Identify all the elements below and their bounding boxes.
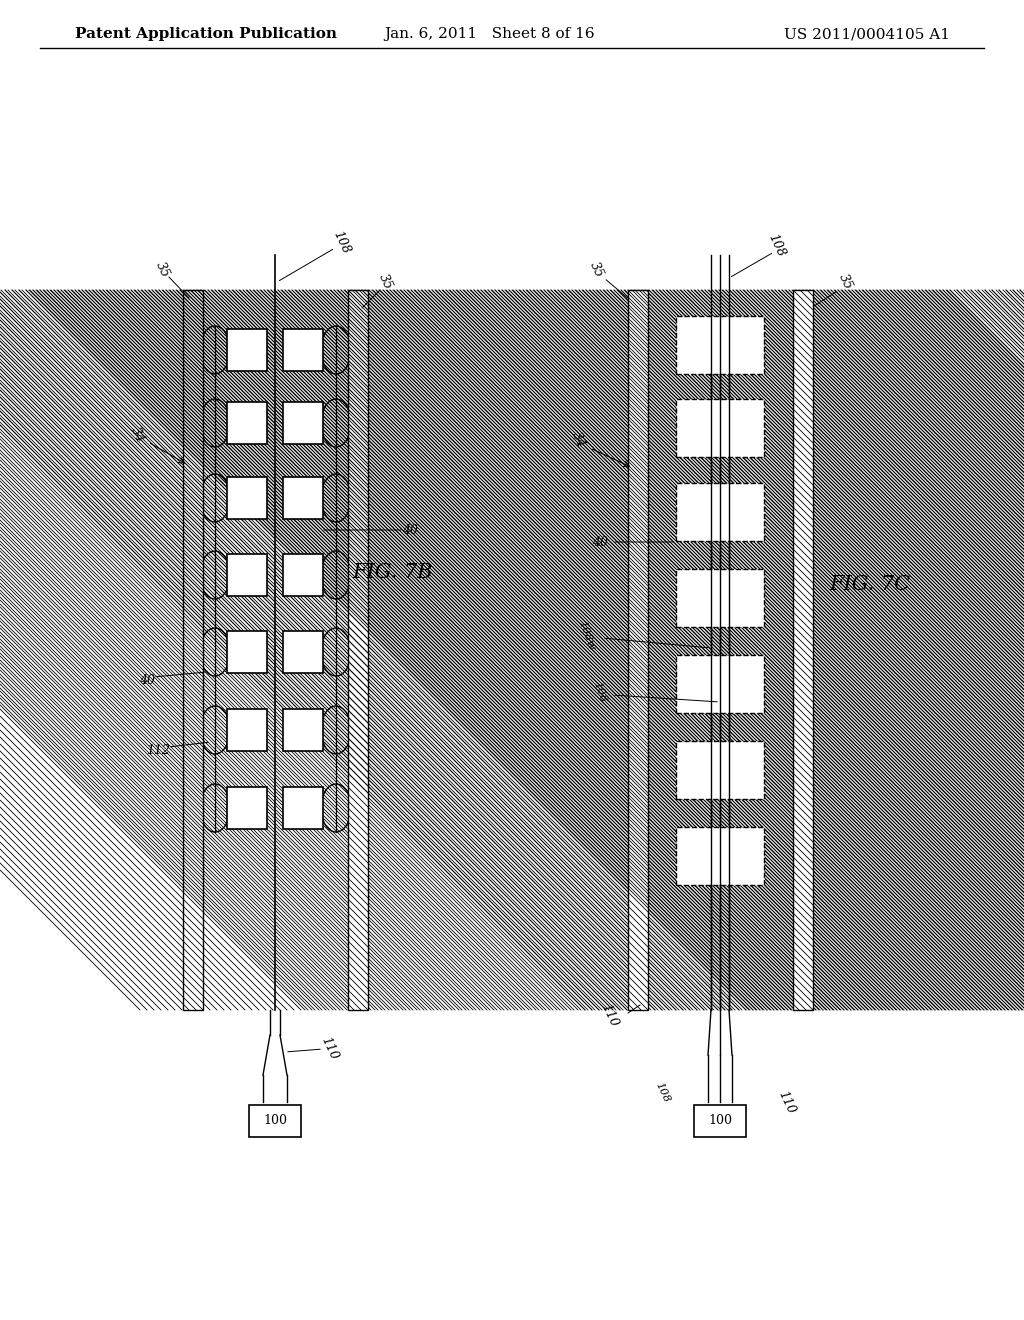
Text: 110: 110: [775, 1089, 797, 1115]
Bar: [283, 477, 323, 519]
Bar: [227, 709, 267, 751]
Text: 40: 40: [139, 673, 155, 686]
Bar: [793, 290, 813, 1010]
Bar: [348, 290, 368, 1010]
Text: 110: 110: [598, 1002, 620, 1028]
Text: 108: 108: [765, 231, 786, 259]
Bar: [283, 787, 323, 829]
Text: 100: 100: [263, 1114, 287, 1127]
Bar: [249, 1105, 301, 1137]
Text: 34: 34: [568, 430, 588, 450]
Bar: [283, 554, 323, 597]
Text: 35: 35: [836, 272, 854, 292]
Bar: [283, 403, 323, 444]
Bar: [676, 569, 764, 627]
Bar: [676, 399, 764, 457]
Bar: [227, 631, 267, 673]
Text: Patent Application Publication: Patent Application Publication: [75, 26, 337, 41]
Bar: [283, 329, 323, 371]
Bar: [676, 741, 764, 799]
Bar: [676, 828, 764, 884]
Text: 108: 108: [330, 228, 352, 256]
Bar: [694, 1105, 746, 1137]
Bar: [227, 403, 267, 444]
Text: 108: 108: [653, 1080, 671, 1104]
Text: Jan. 6, 2011   Sheet 8 of 16: Jan. 6, 2011 Sheet 8 of 16: [385, 26, 595, 41]
Bar: [227, 329, 267, 371]
Text: 108: 108: [592, 680, 608, 704]
Bar: [676, 315, 764, 374]
Text: 35: 35: [587, 260, 605, 280]
Text: US 2011/0004105 A1: US 2011/0004105 A1: [784, 26, 950, 41]
Bar: [283, 709, 323, 751]
Text: 40: 40: [402, 524, 418, 536]
Bar: [227, 477, 267, 519]
Text: 35: 35: [153, 260, 171, 280]
Text: FIG. 7C: FIG. 7C: [829, 576, 910, 594]
Bar: [676, 655, 764, 713]
Text: 34: 34: [128, 425, 146, 445]
Text: 110: 110: [318, 1035, 340, 1061]
Text: 40: 40: [592, 536, 608, 549]
Bar: [227, 554, 267, 597]
Bar: [183, 290, 203, 1010]
Bar: [676, 483, 764, 541]
Text: 35: 35: [376, 272, 394, 292]
Text: 108w: 108w: [577, 619, 596, 651]
Bar: [628, 290, 648, 1010]
Text: 100: 100: [708, 1114, 732, 1127]
Bar: [227, 787, 267, 829]
Bar: [283, 631, 323, 673]
Text: FIG. 7B: FIG. 7B: [352, 562, 433, 582]
Text: 112: 112: [146, 743, 170, 756]
